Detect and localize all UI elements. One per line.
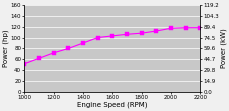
Y-axis label: Power (kW): Power (kW) <box>220 29 226 68</box>
X-axis label: Engine Speed (RPM): Engine Speed (RPM) <box>77 102 147 108</box>
Y-axis label: Power (hp): Power (hp) <box>3 30 9 67</box>
